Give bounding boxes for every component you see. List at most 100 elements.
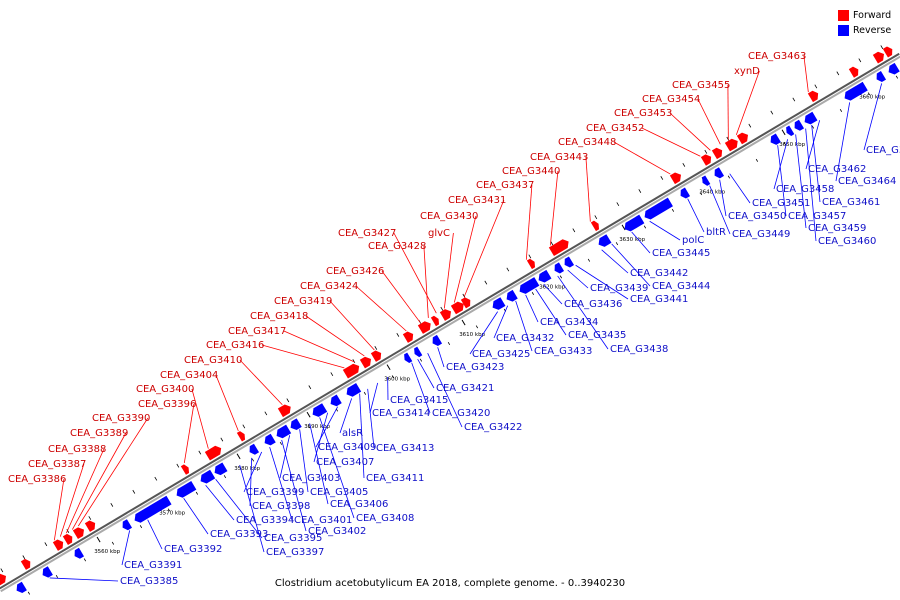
- forward-gene: [526, 258, 536, 270]
- leader-line: [835, 102, 851, 182]
- minor-mark: [660, 176, 664, 180]
- leader-line: [493, 305, 509, 339]
- tick-mark: [386, 364, 391, 370]
- minor-mark: [783, 142, 787, 146]
- gene-label: CEA_G3422: [464, 422, 522, 433]
- gene-label: bltR: [706, 227, 726, 238]
- legend-reverse-swatch: [838, 25, 849, 36]
- leader-line: [183, 498, 209, 535]
- gene-label: CEA_G3386: [8, 474, 66, 485]
- genome-backbone: [0, 52, 900, 593]
- minor-mark: [671, 208, 675, 212]
- leader-line: [611, 243, 651, 287]
- leader-line: [147, 519, 163, 550]
- gene-label: CEA_G3440: [502, 166, 560, 177]
- minor-mark: [506, 267, 510, 272]
- reverse-gene: [804, 111, 818, 125]
- gene-label: CEA_G3428: [368, 241, 426, 252]
- leader-line: [811, 124, 821, 203]
- forward-gene: [450, 301, 464, 315]
- gene-label: CEA_G3441: [630, 294, 688, 305]
- gene-label: CEA_G3451: [752, 198, 810, 209]
- gene-label: CEA_G3385: [120, 576, 178, 587]
- minor-mark: [615, 242, 619, 246]
- leader-line: [613, 141, 671, 175]
- forward-gene: [417, 321, 431, 334]
- forward-gene: [0, 573, 6, 586]
- gene-label: CEA_G3416: [206, 340, 264, 351]
- reverse-gene: [330, 394, 342, 407]
- reverse-gene: [702, 175, 711, 186]
- forward-gene: [236, 431, 246, 442]
- leader-line: [417, 358, 435, 389]
- reverse-gene: [249, 443, 260, 455]
- minor-mark: [110, 502, 114, 507]
- gene-label: CEA_G3398: [252, 501, 310, 512]
- leader-line: [631, 231, 651, 254]
- forward-gene: [180, 464, 190, 475]
- leader-line: [381, 270, 421, 323]
- reverse-gene: [598, 234, 612, 247]
- gene-label: CEA_G3395: [264, 533, 322, 544]
- reverse-gene: [432, 334, 443, 346]
- forward-gene: [711, 147, 723, 160]
- gene-label: CEA_G3420: [432, 408, 490, 419]
- gene-label: CEA_G3396: [138, 399, 196, 410]
- reverse-gene: [74, 547, 85, 559]
- minor-mark: [132, 489, 136, 494]
- reverse-gene: [42, 566, 53, 578]
- minor-mark: [419, 358, 423, 362]
- gene-label: CEA_G3418: [250, 311, 308, 322]
- minor-mark: [307, 425, 311, 429]
- gene-label: CEA_G3402: [308, 526, 366, 537]
- minor-mark: [811, 125, 815, 129]
- tick-label: 3570 kbp: [159, 510, 185, 516]
- leader-line: [543, 283, 563, 305]
- leader-line: [261, 344, 345, 369]
- leader-line: [411, 362, 431, 414]
- tick-label: 3600 kbp: [384, 377, 410, 383]
- gene-label: CEA_G3437: [476, 180, 534, 191]
- gene-label: CEA_G3421: [436, 383, 494, 394]
- gene-label: CEA_G3394: [236, 515, 294, 526]
- gene-label: CEA_G3452: [586, 123, 644, 134]
- gene-label: alsR: [342, 428, 363, 439]
- minor-mark: [550, 241, 554, 246]
- leader-line: [269, 447, 293, 521]
- leader-line: [243, 451, 263, 493]
- minor-mark: [330, 372, 334, 377]
- reverse-gene: [554, 262, 565, 274]
- forward-gene: [848, 66, 859, 78]
- gene-features: [0, 46, 900, 594]
- minor-mark: [27, 591, 31, 595]
- leader-line: [191, 388, 209, 449]
- leader-line: [463, 199, 505, 297]
- minor-mark: [440, 306, 444, 311]
- gene-label: CEA_G3458: [776, 184, 834, 195]
- minor-mark: [616, 202, 620, 207]
- gene-labels: CEA_G3386 CEA_G3387 CEA_G3388 CEA_G3389 CEA_…: [8, 51, 900, 587]
- legend-reverse: Reverse: [838, 23, 891, 38]
- gene-label: CEA_G3389: [70, 428, 128, 439]
- minor-mark: [352, 359, 356, 363]
- reverse-gene: [538, 269, 552, 283]
- leader-line: [319, 417, 355, 519]
- gene-label: CEA_G3430: [420, 211, 478, 222]
- minor-mark: [462, 293, 466, 298]
- minor-mark: [792, 97, 796, 102]
- minor-mark: [699, 192, 703, 196]
- reverse-gene: [794, 119, 805, 131]
- leader-line: [669, 112, 711, 151]
- forward-gene: [460, 297, 471, 309]
- reverse-gene: [276, 424, 292, 439]
- gene-label: CEA_G3448: [558, 137, 616, 148]
- leader-line: [453, 215, 477, 303]
- reverse-gene: [519, 277, 540, 294]
- leader-line: [299, 429, 309, 493]
- leader-line: [557, 275, 609, 350]
- leader-line: [805, 120, 821, 170]
- leader-line: [77, 417, 149, 527]
- forward-gene: [736, 132, 748, 145]
- forward-gene: [342, 363, 360, 379]
- gene-label: CEA_G3433: [534, 346, 592, 357]
